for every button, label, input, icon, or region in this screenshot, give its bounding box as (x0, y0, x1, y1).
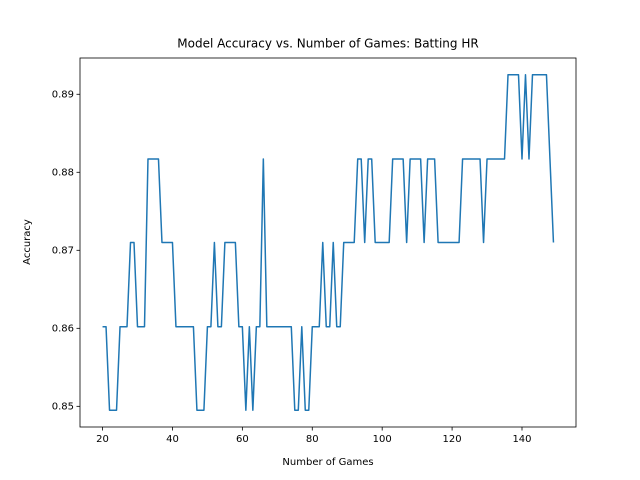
x-tick-label: 80 (306, 434, 319, 445)
x-tick-label: 120 (443, 434, 462, 445)
x-tick-label: 140 (512, 434, 531, 445)
x-tick-label: 60 (236, 434, 249, 445)
y-tick-label: 0.85 (52, 401, 74, 412)
x-tick-label: 100 (373, 434, 392, 445)
x-tick-label: 40 (166, 434, 179, 445)
x-axis-label: Number of Games (282, 457, 373, 468)
y-tick-label: 0.89 (52, 89, 74, 100)
x-tick-label: 20 (96, 434, 109, 445)
plot-frame (79, 57, 577, 428)
data-line (102, 74, 555, 411)
y-tick-label: 0.88 (52, 167, 74, 178)
y-axis-label: Accuracy (22, 219, 33, 265)
y-tick-label: 0.87 (52, 245, 74, 256)
chart-title: Model Accuracy vs. Number of Games: Batt… (177, 37, 478, 51)
y-tick-label: 0.86 (52, 323, 74, 334)
